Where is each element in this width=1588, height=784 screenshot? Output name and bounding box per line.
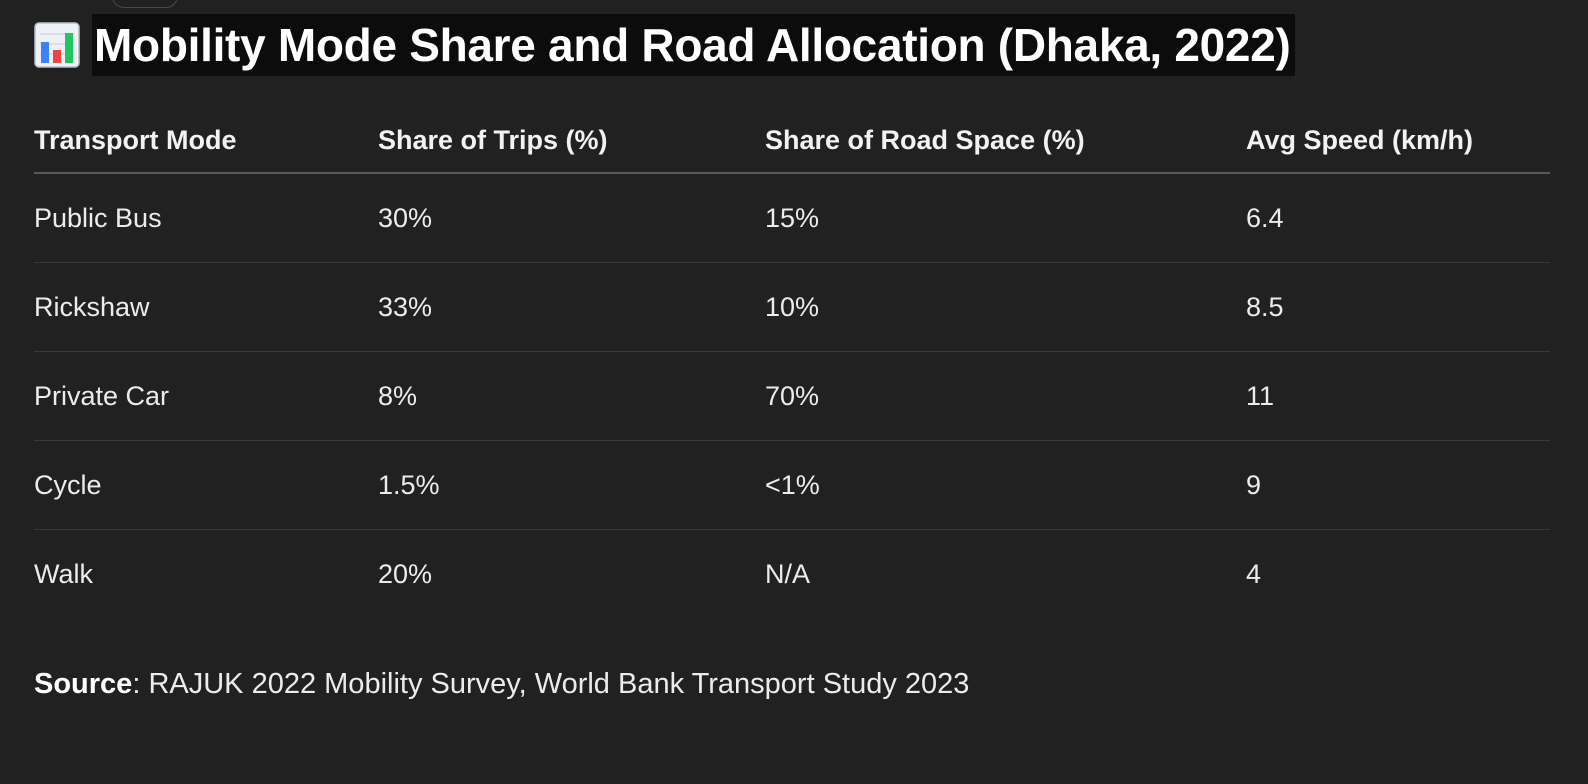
cell-avg-speed: 9 bbox=[1246, 440, 1550, 530]
page-heading: Mobility Mode Share and Road Allocation … bbox=[34, 14, 1295, 76]
column-header-transport-mode: Transport Mode bbox=[34, 108, 378, 174]
source-label: Source bbox=[34, 668, 133, 700]
cell-transport-mode: Rickshaw bbox=[34, 262, 378, 352]
cell-transport-mode: Cycle bbox=[34, 440, 378, 530]
cell-share-of-trips: 33% bbox=[378, 262, 765, 352]
source-text: RAJUK 2022 Mobility Survey, World Bank T… bbox=[148, 668, 970, 700]
cell-share-of-road-space: 10% bbox=[765, 262, 1246, 352]
column-header-share-of-road-space: Share of Road Space (%) bbox=[765, 108, 1246, 174]
table-row: Public Bus 30% 15% 6.4 bbox=[34, 173, 1550, 263]
cell-transport-mode: Public Bus bbox=[34, 173, 378, 263]
cell-avg-speed: 4 bbox=[1246, 558, 1262, 589]
table-header-row: Transport Mode Share of Trips (%) Share … bbox=[34, 108, 1550, 174]
column-header-avg-speed: Avg Speed (km/h) bbox=[1246, 108, 1550, 174]
mobility-table: Transport Mode Share of Trips (%) Share … bbox=[34, 108, 1550, 618]
cell-share-of-trips: 30% bbox=[378, 173, 765, 263]
cell-share-of-road-space: 70% bbox=[765, 351, 1246, 441]
cell-share-of-trips: 20% bbox=[378, 558, 433, 589]
source-separator: : bbox=[132, 668, 149, 700]
column-header-share-of-trips: Share of Trips (%) bbox=[378, 108, 765, 174]
table-row: Cycle 1.5% <1% 9 bbox=[34, 440, 1550, 530]
scroll-pill-button[interactable] bbox=[112, 0, 178, 8]
cell-share-of-trips: 1.5% bbox=[378, 440, 765, 530]
cell-share-of-road-space: 15% bbox=[765, 173, 1246, 263]
cell-transport-mode: Private Car bbox=[34, 351, 378, 441]
page-title: Mobility Mode Share and Road Allocation … bbox=[92, 14, 1295, 76]
bar-chart-icon bbox=[34, 22, 80, 68]
table-row: Rickshaw 33% 10% 8.5 bbox=[34, 262, 1550, 352]
cell-avg-speed: 11 bbox=[1246, 351, 1550, 441]
cell-share-of-trips: 8% bbox=[378, 351, 765, 441]
cell-avg-speed: 8.5 bbox=[1246, 262, 1550, 352]
cell-transport-mode: Walk bbox=[34, 558, 93, 589]
cell-share-of-road-space: <1% bbox=[765, 440, 1246, 530]
cell-avg-speed: 6.4 bbox=[1246, 173, 1550, 263]
table-row: Private Car 8% 70% 11 bbox=[34, 351, 1550, 441]
source-citation: Source: RAJUK 2022 Mobility Survey, Worl… bbox=[34, 668, 969, 701]
table-row: Walk 20% N/A 4 bbox=[34, 530, 1550, 619]
cell-share-of-road-space: N/A bbox=[765, 558, 811, 589]
